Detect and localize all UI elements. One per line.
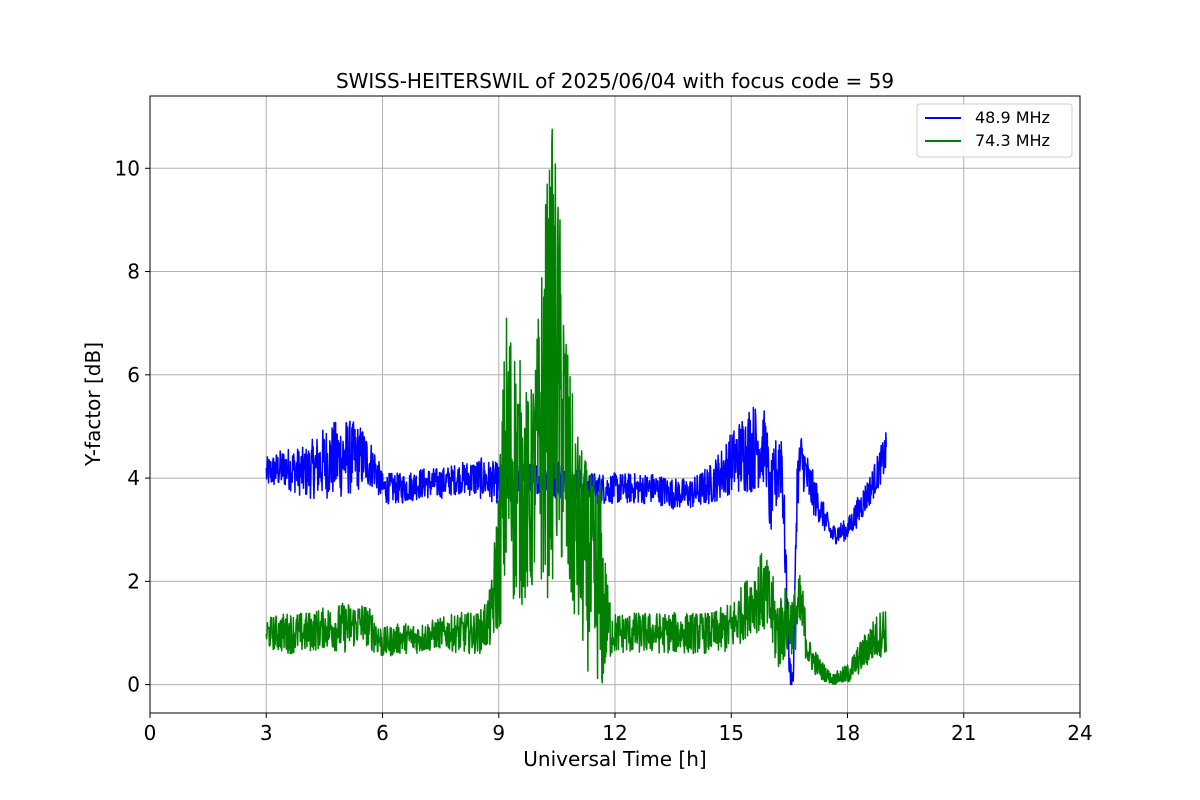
x-tick-label: 9 <box>492 721 505 745</box>
legend-label-48-9: 48.9 MHz <box>975 108 1050 127</box>
x-tick-label: 12 <box>602 721 627 745</box>
y-tick-label: 4 <box>127 466 140 490</box>
x-ticks: 0 3 6 9 12 15 18 21 24 <box>144 713 1093 745</box>
x-tick-label: 3 <box>260 721 273 745</box>
y-tick-label: 2 <box>127 569 140 593</box>
y-tick-label: 10 <box>115 156 140 180</box>
series-line-74-3-mhz <box>265 128 887 686</box>
x-tick-label: 21 <box>951 721 976 745</box>
x-tick-label: 0 <box>144 721 157 745</box>
y-axis-label: Y-factor [dB] <box>81 342 105 467</box>
x-tick-label: 18 <box>835 721 860 745</box>
series-layer <box>265 128 887 686</box>
y-ticks: 0 2 4 6 8 10 <box>115 156 150 697</box>
y-tick-label: 6 <box>127 363 140 387</box>
y-tick-label: 8 <box>127 260 140 284</box>
x-tick-label: 15 <box>719 721 744 745</box>
x-tick-label: 6 <box>376 721 389 745</box>
y-tick-label: 0 <box>127 673 140 697</box>
x-tick-label: 24 <box>1067 721 1092 745</box>
legend-label-74-3: 74.3 MHz <box>975 131 1050 150</box>
legend: 48.9 MHz 74.3 MHz <box>916 103 1073 158</box>
x-axis-label: Universal Time [h] <box>523 747 706 771</box>
chart-title: SWISS-HEITERSWIL of 2025/06/04 with focu… <box>336 69 894 93</box>
